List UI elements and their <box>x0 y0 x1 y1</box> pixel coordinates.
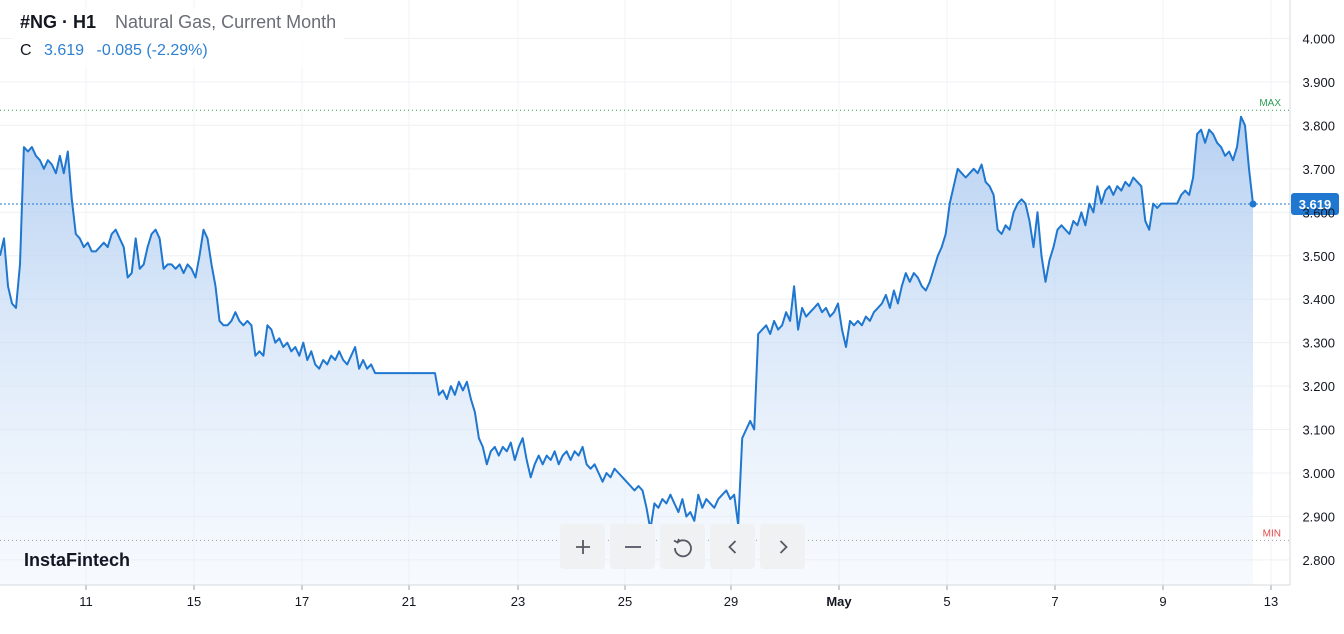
chart-legend: #NG · H1 Natural Gas, Current Month C 3.… <box>12 8 345 66</box>
x-tick-label: 5 <box>943 594 950 609</box>
reset-button[interactable] <box>660 524 705 569</box>
axes: 4.000 3.900 3.800 3.700 3.600 3.500 3.400 3.300… <box>0 0 1335 609</box>
chevron-left-icon <box>727 539 736 554</box>
y-tick-label: 2.900 <box>1302 509 1335 524</box>
chevron-right-icon <box>779 539 788 554</box>
x-tick-label: 17 <box>295 594 309 609</box>
x-tick-label: 23 <box>511 594 525 609</box>
x-tick-label: 29 <box>724 594 738 609</box>
min-marker: MIN <box>1263 528 1281 539</box>
current-price-tag <box>1291 193 1339 216</box>
y-tick-label: 2.800 <box>1302 553 1335 568</box>
plus-icon <box>575 539 590 554</box>
instrument-description: Natural Gas, Current Month <box>115 12 337 32</box>
series-area-fill <box>0 116 1253 585</box>
y-tick-label: 3.600 <box>1302 205 1335 220</box>
scroll-left-button[interactable] <box>710 524 755 569</box>
x-tick-label: 21 <box>402 594 416 609</box>
zoom-in-button[interactable] <box>560 524 605 569</box>
y-tick-label: 3.800 <box>1302 118 1335 133</box>
zoom-out-button[interactable] <box>610 524 655 569</box>
x-tick-label: 25 <box>618 594 632 609</box>
y-tick-label: 4.000 <box>1302 32 1335 47</box>
y-tick-label: 3.100 <box>1302 423 1335 438</box>
series-line <box>0 115 1254 531</box>
minus-icon <box>624 545 641 548</box>
x-tick-label: 7 <box>1051 594 1058 609</box>
scroll-right-button[interactable] <box>760 524 805 569</box>
close-label: C <box>20 42 32 59</box>
y-tick-label: 3.700 <box>1302 162 1335 177</box>
brand-logo: InstaFintech <box>24 550 131 570</box>
x-tick-label: 11 <box>79 594 93 609</box>
y-tick-label: 3.000 <box>1302 466 1335 481</box>
x-tick-label: May <box>826 594 852 609</box>
symbol-label[interactable]: #NG · H1 <box>20 12 97 32</box>
x-tick-label: 9 <box>1159 594 1166 609</box>
y-tick-label: 3.500 <box>1302 249 1335 264</box>
y-tick-label: 3.400 <box>1302 292 1335 307</box>
y-tick-label: 3.900 <box>1302 75 1335 90</box>
price-area <box>0 115 1257 585</box>
x-tick-label: 13 <box>1264 594 1278 609</box>
close-value: 3.619 <box>44 42 85 59</box>
x-tick-label: 15 <box>187 594 201 609</box>
y-tick-label: 3.200 <box>1302 379 1335 394</box>
current-price-label: 3.619 <box>1299 197 1332 212</box>
y-tick-label: 3.300 <box>1302 336 1335 351</box>
max-marker: MAX <box>1259 98 1281 109</box>
reset-icon <box>673 538 692 557</box>
chart-controls <box>560 524 805 569</box>
change-value: -0.085 (-2.29%) <box>96 42 208 59</box>
